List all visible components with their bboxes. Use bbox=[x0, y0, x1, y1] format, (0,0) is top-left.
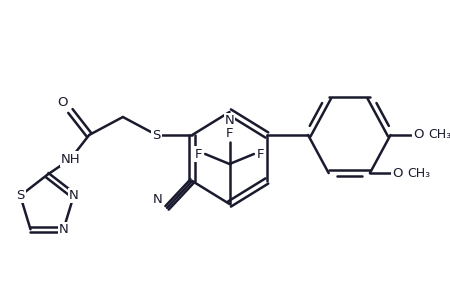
Text: N: N bbox=[69, 189, 79, 202]
Text: NH: NH bbox=[61, 153, 80, 166]
Text: N: N bbox=[58, 223, 68, 236]
Text: N: N bbox=[225, 114, 234, 127]
Text: CH₃: CH₃ bbox=[428, 128, 450, 141]
Text: F: F bbox=[226, 127, 233, 140]
Text: F: F bbox=[256, 147, 264, 160]
Text: O: O bbox=[57, 96, 68, 109]
Text: S: S bbox=[16, 189, 24, 202]
Text: O: O bbox=[392, 167, 403, 179]
Text: F: F bbox=[195, 147, 202, 160]
Text: O: O bbox=[413, 128, 423, 141]
Text: CH₃: CH₃ bbox=[407, 167, 431, 179]
Text: S: S bbox=[153, 128, 161, 141]
Text: N: N bbox=[153, 193, 162, 206]
